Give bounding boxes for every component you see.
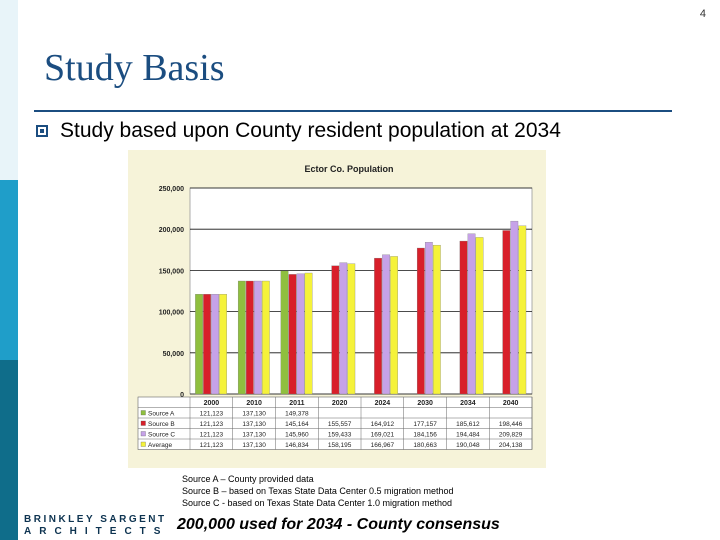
y-tick-label: 250,000 bbox=[159, 186, 184, 193]
data-label: 121,123 bbox=[200, 421, 224, 428]
bar bbox=[518, 225, 527, 395]
data-label: 137,130 bbox=[242, 411, 266, 418]
data-label: 145,164 bbox=[285, 421, 309, 428]
data-label: 158,195 bbox=[328, 442, 352, 449]
side-band-dark bbox=[0, 360, 18, 540]
page-title: Study Basis bbox=[44, 47, 225, 89]
legend-swatch bbox=[140, 431, 146, 437]
y-tick-label: 0 bbox=[180, 392, 184, 399]
bar bbox=[432, 244, 441, 395]
legend-label: Source B bbox=[148, 421, 175, 428]
bar bbox=[424, 242, 433, 395]
data-label: 137,130 bbox=[242, 432, 266, 439]
x-tick-label: 2000 bbox=[204, 400, 220, 407]
note-source-b: Source B – based on Texas State Data Cen… bbox=[182, 486, 454, 496]
bar bbox=[382, 254, 390, 395]
chart-title: Ector Co. Population bbox=[305, 164, 394, 174]
bullet-text: Study based upon County resident populat… bbox=[60, 119, 561, 142]
legend-label: Source A bbox=[148, 411, 175, 418]
y-tick-label: 100,000 bbox=[159, 310, 184, 317]
data-label: 146,834 bbox=[285, 442, 309, 449]
bar bbox=[390, 256, 398, 395]
bar bbox=[288, 274, 297, 395]
data-label: 169,021 bbox=[371, 432, 395, 439]
data-label: 177,157 bbox=[413, 421, 437, 428]
logo-line-1: BRINKLEY SARGENT bbox=[24, 514, 167, 525]
side-band-mid bbox=[0, 180, 18, 360]
data-label: 164,912 bbox=[371, 421, 395, 428]
y-tick-label: 200,000 bbox=[159, 227, 184, 234]
bar bbox=[331, 265, 340, 395]
data-label: 121,123 bbox=[200, 411, 224, 418]
legend-swatch bbox=[140, 420, 146, 426]
chart-svg: Ector Co. Population 250,000 200,000 150,00… bbox=[128, 150, 546, 468]
bar bbox=[304, 272, 313, 395]
source-notes: Source A – County provided data Source B… bbox=[182, 473, 454, 509]
data-label: 204,138 bbox=[499, 442, 523, 449]
bar bbox=[467, 233, 476, 395]
x-tick-label: 2034 bbox=[460, 400, 476, 407]
data-label: 121,123 bbox=[200, 442, 224, 449]
note-source-a: Source A – County provided data bbox=[182, 474, 314, 484]
data-label: 137,130 bbox=[242, 421, 266, 428]
data-label: 166,967 bbox=[371, 442, 395, 449]
x-tick-label: 2011 bbox=[289, 400, 304, 407]
bar bbox=[245, 280, 254, 395]
slide-number: 4 bbox=[699, 8, 706, 20]
legend-label: Source C bbox=[148, 432, 175, 439]
data-label: 149,378 bbox=[285, 411, 309, 418]
data-label: 185,612 bbox=[456, 421, 480, 428]
data-label: 159,433 bbox=[328, 432, 352, 439]
bar bbox=[502, 230, 511, 395]
side-band-light bbox=[0, 0, 18, 180]
data-label: 184,156 bbox=[413, 432, 437, 439]
legend-label: Average bbox=[148, 442, 172, 449]
bar bbox=[237, 280, 246, 395]
data-label: 194,484 bbox=[456, 432, 480, 439]
bar bbox=[296, 273, 305, 395]
bar bbox=[416, 247, 425, 395]
bar bbox=[211, 294, 219, 395]
bar bbox=[195, 294, 203, 395]
logo-line-2: ARCHITECTS bbox=[24, 526, 169, 537]
x-tick-label: 2010 bbox=[246, 400, 262, 407]
data-label: 137,130 bbox=[242, 442, 266, 449]
data-label: 209,829 bbox=[499, 432, 523, 439]
x-tick-label: 2024 bbox=[375, 400, 391, 407]
x-tick-label: 2040 bbox=[503, 400, 519, 407]
bar bbox=[339, 262, 348, 395]
bar bbox=[475, 237, 484, 395]
logo: BRINKLEY SARGENT ARCHITECTS bbox=[24, 514, 168, 538]
bar bbox=[203, 294, 211, 395]
data-label: 121,123 bbox=[200, 432, 224, 439]
bar bbox=[459, 240, 468, 395]
data-label: 155,557 bbox=[328, 421, 352, 428]
data-label: 190,048 bbox=[456, 442, 480, 449]
bar bbox=[280, 270, 289, 395]
note-source-c: Source C - based on Texas State Data Cen… bbox=[182, 498, 452, 508]
bullet-square-icon bbox=[36, 125, 48, 137]
legend-swatch bbox=[140, 441, 146, 447]
bar bbox=[253, 280, 262, 395]
bar bbox=[261, 280, 270, 395]
bar bbox=[510, 220, 519, 395]
consensus-text: 200,000 used for 2034 - County consensus bbox=[177, 516, 500, 533]
bar bbox=[374, 257, 382, 395]
bar bbox=[347, 263, 356, 395]
data-label: 145,960 bbox=[285, 432, 309, 439]
legend-swatch bbox=[140, 410, 146, 416]
data-label: 198,446 bbox=[499, 421, 523, 428]
title-divider bbox=[34, 110, 672, 112]
x-tick-label: 2030 bbox=[417, 400, 433, 407]
y-tick-label: 50,000 bbox=[163, 351, 185, 358]
data-table bbox=[137, 396, 533, 450]
y-tick-label: 150,000 bbox=[159, 268, 184, 275]
data-label: 180,663 bbox=[413, 442, 437, 449]
bar bbox=[219, 294, 227, 395]
population-chart: Ector Co. Population 250,000 200,000 150,00… bbox=[128, 150, 546, 468]
x-tick-label: 2020 bbox=[332, 400, 348, 407]
